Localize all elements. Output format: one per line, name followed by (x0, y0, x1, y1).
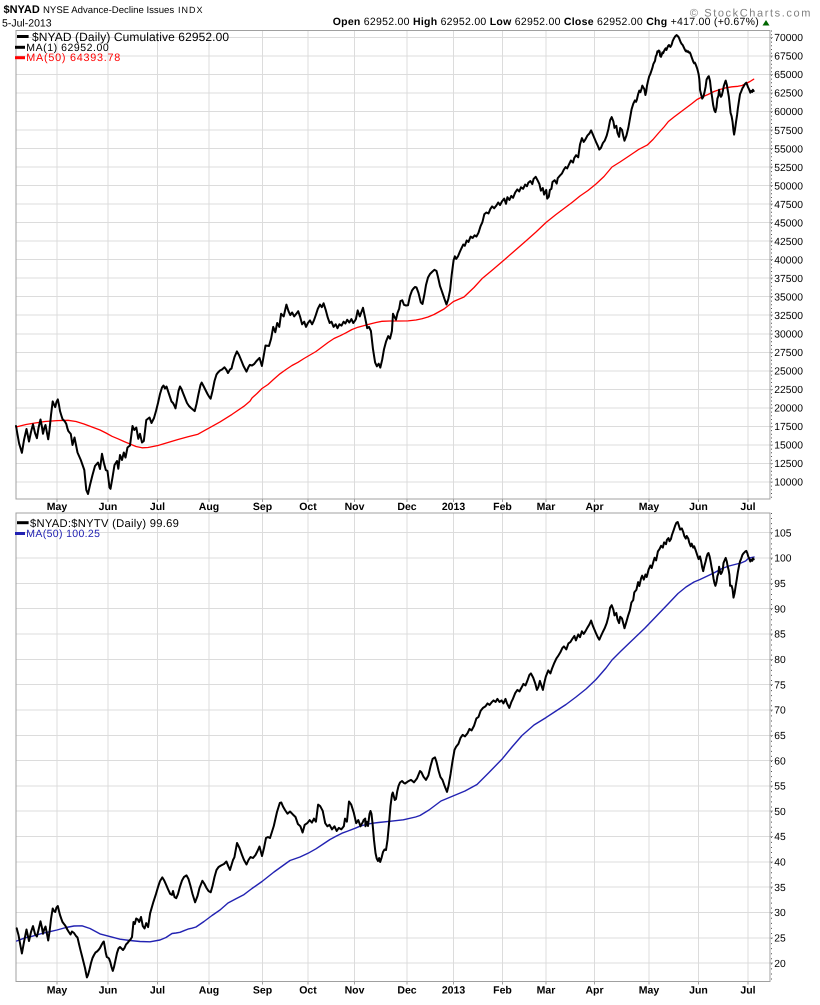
svg-text:2013: 2013 (442, 985, 466, 997)
svg-text:20000: 20000 (774, 404, 803, 415)
svg-text:55: 55 (774, 782, 786, 793)
svg-text:$NYAD: $NYAD (4, 4, 40, 16)
svg-text:25000: 25000 (774, 367, 803, 378)
svg-text:75: 75 (774, 680, 786, 691)
svg-text:15000: 15000 (774, 441, 803, 452)
svg-text:32500: 32500 (774, 311, 803, 322)
svg-text:100: 100 (774, 554, 791, 565)
svg-text:42500: 42500 (774, 237, 803, 248)
svg-text:Aug: Aug (199, 985, 219, 997)
svg-text:55000: 55000 (774, 144, 803, 155)
svg-text:40000: 40000 (774, 255, 803, 266)
svg-text:20: 20 (774, 959, 786, 970)
svg-text:67500: 67500 (774, 52, 803, 63)
svg-text:30: 30 (774, 908, 786, 919)
svg-text:37500: 37500 (774, 274, 803, 285)
svg-text:40: 40 (774, 858, 786, 869)
svg-text:Feb: Feb (493, 501, 512, 513)
svg-text:62500: 62500 (774, 89, 803, 100)
svg-text:27500: 27500 (774, 348, 803, 359)
svg-text:Jul: Jul (740, 985, 755, 997)
svg-text:MA(50) 64393.78: MA(50) 64393.78 (26, 52, 121, 64)
svg-text:50000: 50000 (774, 181, 803, 192)
svg-text:INDX: INDX (178, 5, 204, 15)
svg-text:Open 62952.00 High 62952.00 Lo: Open 62952.00 High 62952.00 Low 62952.00… (333, 16, 759, 28)
svg-text:MA(1) 62952.00: MA(1) 62952.00 (26, 42, 109, 54)
svg-text:45000: 45000 (774, 218, 803, 229)
svg-text:Oct: Oct (299, 985, 317, 997)
svg-text:Jun: Jun (689, 501, 708, 513)
svg-text:Dec: Dec (397, 501, 416, 513)
svg-text:Nov: Nov (345, 501, 365, 513)
svg-text:$NYAD:$NYTV (Daily) 99.69: $NYAD:$NYTV (Daily) 99.69 (30, 518, 179, 530)
svg-text:2013: 2013 (442, 501, 466, 513)
svg-text:10000: 10000 (774, 478, 803, 489)
svg-text:Jul: Jul (740, 501, 755, 513)
svg-text:Jul: Jul (150, 985, 165, 997)
svg-text:70000: 70000 (774, 33, 803, 44)
svg-text:90: 90 (774, 604, 786, 615)
svg-text:Jun: Jun (99, 501, 118, 513)
svg-text:Jun: Jun (99, 985, 118, 997)
svg-text:70: 70 (774, 706, 786, 717)
svg-text:Mar: Mar (537, 501, 556, 513)
svg-text:22500: 22500 (774, 385, 803, 396)
svg-text:Jul: Jul (150, 501, 165, 513)
svg-text:Feb: Feb (493, 985, 512, 997)
svg-text:May: May (47, 985, 68, 997)
svg-text:May: May (639, 501, 660, 513)
svg-text:12500: 12500 (774, 459, 803, 470)
svg-text:105: 105 (774, 528, 791, 539)
svg-text:35: 35 (774, 883, 786, 894)
svg-text:Apr: Apr (585, 985, 603, 997)
svg-text:50: 50 (774, 807, 786, 818)
svg-text:MA(50) 100.25: MA(50) 100.25 (26, 528, 100, 540)
svg-text:17500: 17500 (774, 422, 803, 433)
svg-text:Aug: Aug (199, 501, 219, 513)
svg-text:65: 65 (774, 731, 786, 742)
svg-text:45: 45 (774, 832, 786, 843)
svg-text:25: 25 (774, 934, 786, 945)
svg-text:$NYAD (Daily) Cumulative 62952: $NYAD (Daily) Cumulative 62952.00 (32, 30, 229, 44)
svg-text:57500: 57500 (774, 126, 803, 137)
svg-text:52500: 52500 (774, 163, 803, 174)
svg-text:65000: 65000 (774, 70, 803, 81)
svg-text:NYSE Advance-Decline Issues: NYSE Advance-Decline Issues (43, 5, 174, 16)
svg-text:30000: 30000 (774, 330, 803, 341)
svg-text:Jun: Jun (689, 985, 708, 997)
svg-text:© StockCharts.com: © StockCharts.com (690, 8, 812, 20)
svg-text:Oct: Oct (299, 501, 317, 513)
svg-text:80: 80 (774, 655, 786, 666)
svg-text:May: May (639, 985, 660, 997)
svg-text:60000: 60000 (774, 107, 803, 118)
svg-text:5-Jul-2013: 5-Jul-2013 (2, 18, 52, 30)
svg-text:35000: 35000 (774, 292, 803, 303)
svg-text:60: 60 (774, 756, 786, 767)
svg-text:Mar: Mar (537, 985, 556, 997)
svg-text:May: May (47, 501, 68, 513)
svg-text:Apr: Apr (585, 501, 603, 513)
svg-text:95: 95 (774, 579, 786, 590)
svg-text:Nov: Nov (345, 985, 365, 997)
svg-text:Sep: Sep (253, 985, 272, 997)
svg-text:Sep: Sep (253, 501, 272, 513)
svg-text:Dec: Dec (397, 985, 416, 997)
svg-text:47500: 47500 (774, 200, 803, 211)
svg-text:85: 85 (774, 630, 786, 641)
